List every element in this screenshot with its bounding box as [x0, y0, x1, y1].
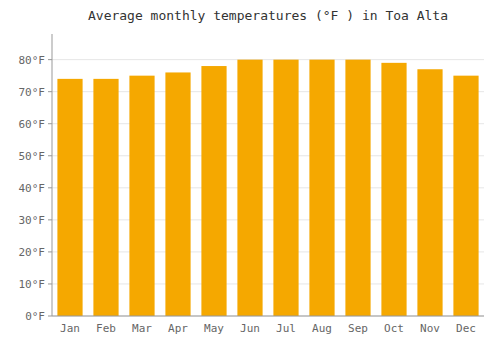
bar: [165, 72, 190, 316]
y-tick-label: 0°F: [25, 310, 45, 323]
y-tick-label: 20°F: [19, 246, 46, 259]
x-tick-label: Jan: [60, 322, 80, 335]
chart-svg: Average monthly temperatures (°F ) in To…: [0, 0, 500, 350]
x-tick-label: Feb: [96, 322, 116, 335]
bar: [201, 66, 226, 316]
bar: [453, 76, 478, 316]
x-tick-label: May: [204, 322, 224, 335]
x-tick-label: Jun: [240, 322, 260, 335]
x-tick-label: Jul: [276, 322, 296, 335]
x-tick-label: Oct: [384, 322, 404, 335]
bar: [309, 60, 334, 316]
bar: [345, 60, 370, 316]
y-tick-label: 30°F: [19, 214, 46, 227]
y-tick-label: 50°F: [19, 150, 46, 163]
bar: [129, 76, 154, 316]
x-tick-label: Nov: [420, 322, 440, 335]
y-tick-label: 80°F: [19, 54, 46, 67]
y-tick: [48, 316, 52, 317]
y-tick: [48, 91, 52, 92]
y-tick: [48, 187, 52, 188]
x-tick-label: Dec: [456, 322, 476, 335]
x-tick-label: Sep: [348, 322, 368, 335]
y-tick-label: 10°F: [19, 278, 46, 291]
bar: [381, 63, 406, 316]
y-tick: [48, 155, 52, 156]
bar: [417, 69, 442, 316]
x-tick-label: Mar: [132, 322, 152, 335]
bar: [93, 79, 118, 316]
y-tick: [48, 251, 52, 252]
title: Average monthly temperatures (°F ) in To…: [88, 8, 448, 23]
bar: [237, 60, 262, 316]
x-tick-label: Apr: [168, 322, 188, 335]
y-tick: [48, 219, 52, 220]
y-tick: [48, 123, 52, 124]
x-ticks: Jan Feb Mar Apr May Jun Jul Aug Sep Oct Nov Dec: [60, 322, 476, 335]
y-ticks: 0°F 10°F 20°F 30°F 40°F 50°F 60°F 70°F 80°F: [19, 54, 53, 323]
bar: [273, 60, 298, 316]
y-tick-label: 60°F: [19, 118, 46, 131]
grid-line: [52, 316, 484, 317]
chart-container: Average monthly temperatures (°F ) in To…: [0, 0, 500, 350]
y-axis-line: [52, 34, 53, 316]
grid: [52, 60, 484, 316]
bar: [57, 79, 82, 316]
x-tick-label: Aug: [312, 322, 332, 335]
x-axis-line: [52, 316, 484, 317]
bars: [57, 60, 478, 316]
y-tick-label: 70°F: [19, 86, 46, 99]
y-tick: [48, 283, 52, 284]
y-tick: [48, 59, 52, 60]
grid-line: [52, 59, 484, 60]
y-tick-label: 40°F: [19, 182, 46, 195]
